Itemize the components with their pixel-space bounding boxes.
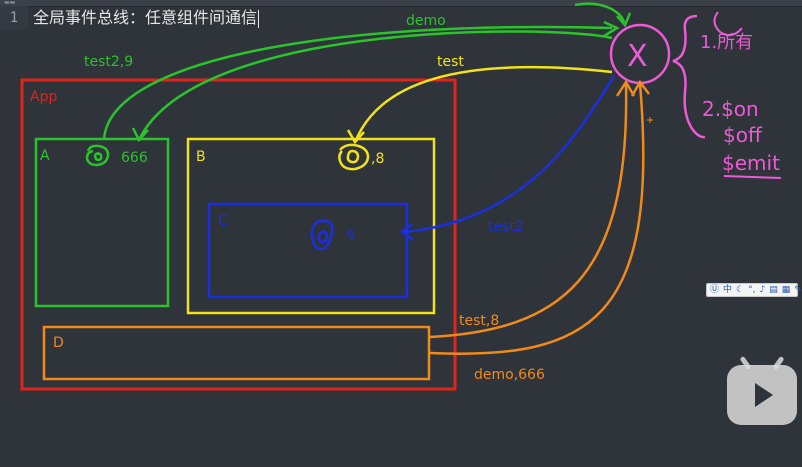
text-cursor — [258, 9, 260, 28]
yellow-arrowhead-to-b — [346, 129, 365, 145]
window-top-strip: ▬▬ — [0, 0, 802, 7]
component-c-value: 9 — [347, 229, 355, 244]
orange-arrow-d-to-bus-test8 — [429, 83, 628, 339]
component-b-scribble-icon — [338, 143, 370, 171]
app-box — [20, 78, 457, 391]
line-number: 1 — [9, 10, 19, 26]
editor-text: 全局事件总线：任意组件间通信 — [33, 8, 258, 27]
green-top-curve — [574, 2, 626, 23]
orange-arrowhead-demo666 — [630, 79, 650, 97]
blue-arrowhead-to-c — [399, 223, 414, 242]
note-2-off: $off — [723, 123, 763, 147]
tab-indicator: ▬▬ — [4, 0, 16, 6]
component-d-label: D — [53, 335, 64, 351]
component-c-scribble-icon — [310, 219, 334, 251]
component-d-box — [42, 325, 431, 381]
component-b-label: B — [196, 149, 206, 165]
play-icon — [755, 383, 773, 407]
orange-arrowhead-test8 — [615, 79, 636, 97]
orange-arrow-d-to-bus-demo666 — [429, 83, 645, 355]
component-c-label: C — [218, 213, 228, 229]
note-1: 1.所有 — [700, 32, 753, 53]
ime-mic-icon: ♪ — [759, 285, 766, 295]
component-b-box — [186, 137, 436, 315]
app-label: App — [30, 89, 57, 105]
ime-moon-icon: ☾ — [736, 285, 745, 295]
note-2-emit: $emit — [722, 151, 780, 175]
edge-label-test-8: test,8 — [459, 313, 499, 329]
ime-skin-icon: ▦ — [781, 285, 791, 295]
event-bus-symbol: X — [627, 39, 648, 74]
note-1-circle-mark — [713, 11, 743, 37]
edge-label-test2-9: test2,9 — [84, 54, 133, 70]
line-number-gutter: 1 — [0, 6, 28, 30]
player-logo-overlay[interactable] — [727, 355, 797, 425]
component-a-scribble-icon — [85, 144, 110, 167]
note-2-emit-underline — [723, 175, 782, 179]
component-a-label: A — [40, 148, 50, 164]
note-2-on: 2.$on — [702, 97, 759, 121]
yellow-arrow-bus-to-b — [354, 65, 613, 141]
component-b-value: ,8 — [371, 151, 384, 167]
component-c-box — [207, 202, 409, 299]
notes-brace — [672, 14, 706, 139]
edge-label-demo: demo — [406, 13, 446, 29]
green-arrow-a-to-bus — [102, 25, 613, 140]
ime-language-label[interactable]: 中 — [723, 285, 733, 295]
component-a-value: 666 — [121, 150, 148, 166]
ime-tool-icon: ✎ — [794, 285, 802, 295]
edge-label-demo-666: demo,666 — [474, 367, 545, 383]
green-arrowhead-to-bus — [603, 20, 620, 38]
ime-keyboard-icon: ▤ — [769, 285, 778, 295]
green-arrow-bus-to-a — [138, 30, 613, 139]
edge-label-test2: test2 — [488, 219, 524, 235]
blue-arrow-bus-to-c — [403, 75, 616, 234]
plus-marker — [647, 117, 653, 123]
ime-logo-icon: Ⓤ — [710, 285, 720, 295]
green-arrowhead-to-a — [131, 127, 149, 143]
component-a-box — [34, 137, 170, 308]
edge-label-test: test — [437, 54, 464, 70]
green-top-arrowhead — [616, 12, 632, 28]
ime-punct-icon: °, — [748, 285, 756, 295]
ime-toolbar[interactable]: Ⓤ 中 ☾ °, ♪ ▤ ▦ ✎ — [706, 283, 802, 297]
editor-line-text[interactable]: 全局事件总线：任意组件间通信 — [33, 6, 260, 30]
